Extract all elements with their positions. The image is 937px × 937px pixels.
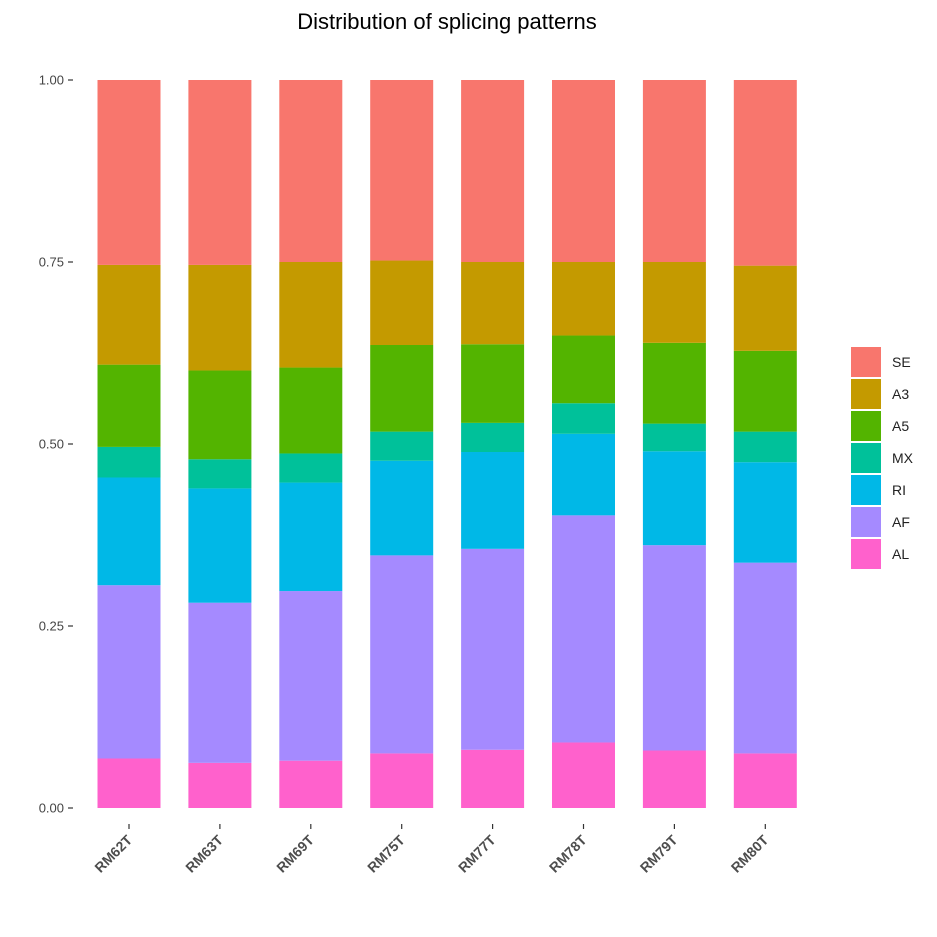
bar-segment-rm77t-mx: [461, 422, 525, 453]
bar-segment-rm79t-a3: [642, 262, 706, 343]
legend-label-ri: RI: [892, 482, 906, 498]
bar-segment-rm75t-mx: [370, 431, 434, 461]
x-axis: RM62T RM63T RM69T RM75T RM77T RM78T RM79T RM80T: [91, 824, 772, 876]
bar-segment-rm77t-a3: [461, 262, 525, 345]
bar-segment-rm78t-af: [552, 515, 615, 743]
bar-segment-rm75t-a3: [370, 260, 434, 345]
bar-segment-rm77t-a5: [461, 344, 525, 423]
bar-segment-rm79t-af: [642, 545, 706, 751]
bar-segment-rm62t-af: [97, 585, 161, 759]
bar-segment-rm78t-ri: [552, 433, 615, 516]
bar-segment-rm63t-a3: [188, 264, 252, 371]
bar-segment-rm63t-ri: [188, 488, 252, 603]
legend-key-ri: [851, 475, 881, 505]
bar-segment-rm80t-ri: [733, 462, 797, 563]
x-tick-label-rm63t: RM63T: [182, 831, 226, 875]
bar-segment-rm69t-ri: [279, 482, 343, 592]
legend: SE A3 A5 MX RI AF AL: [851, 347, 914, 569]
bar-segment-rm62t-ri: [97, 477, 161, 586]
bar-segment-rm75t-af: [370, 555, 434, 754]
bar-segment-rm79t-a5: [642, 342, 706, 424]
bar-segment-rm75t-al: [370, 753, 434, 808]
bar-segment-rm77t-se: [461, 80, 525, 262]
bar-segment-rm78t-a3: [552, 262, 615, 336]
legend-label-al: AL: [892, 546, 909, 562]
bar-segment-rm77t-al: [461, 749, 525, 808]
y-tick-label: 0.00: [39, 801, 64, 816]
bar-segment-rm78t-mx: [552, 403, 615, 434]
legend-label-af: AF: [892, 514, 910, 530]
x-tick-label-rm69t: RM69T: [273, 831, 317, 875]
bar-segment-rm62t-a3: [97, 264, 161, 365]
bar-segment-rm62t-a5: [97, 364, 161, 447]
x-tick-label-rm78t: RM78T: [546, 831, 590, 875]
legend-label-a5: A5: [892, 418, 909, 434]
bar-segment-rm79t-se: [642, 80, 706, 262]
bar-segment-rm63t-a5: [188, 370, 252, 460]
legend-label-a3: A3: [892, 386, 909, 402]
bar-segment-rm69t-a3: [279, 262, 343, 368]
bar-segment-rm75t-a5: [370, 344, 434, 432]
bar-segment-rm80t-a5: [733, 350, 797, 432]
x-tick-label-rm75t: RM75T: [364, 831, 408, 875]
y-tick-label: 1.00: [39, 73, 64, 88]
chart-title: Distribution of splicing patterns: [297, 9, 597, 34]
legend-label-se: SE: [892, 354, 911, 370]
bar-segment-rm62t-al: [97, 758, 161, 808]
bar-segment-rm62t-mx: [97, 446, 161, 478]
bar-segment-rm63t-al: [188, 762, 252, 808]
bar-segment-rm69t-a5: [279, 367, 343, 454]
legend-key-al: [851, 539, 881, 569]
bar-segment-rm75t-ri: [370, 460, 434, 556]
bar-segment-rm80t-a3: [733, 265, 797, 351]
bar-segment-rm79t-mx: [642, 423, 706, 452]
y-tick-label: 0.25: [39, 619, 64, 634]
bar-segment-rm63t-af: [188, 602, 252, 763]
x-tick-label-rm77t: RM77T: [455, 831, 499, 875]
bar-segment-rm62t-se: [97, 80, 161, 265]
y-tick-label: 0.50: [39, 437, 64, 452]
bar-segment-rm69t-se: [279, 80, 343, 262]
bar-segment-rm78t-a5: [552, 335, 615, 404]
bar-segment-rm77t-af: [461, 548, 525, 750]
x-tick-label-rm80t: RM80T: [728, 831, 772, 875]
bar-segment-rm63t-mx: [188, 459, 252, 489]
legend-key-a5: [851, 411, 881, 441]
bar-segment-rm69t-mx: [279, 453, 343, 483]
bar-segment-rm69t-af: [279, 591, 343, 761]
bars-layer: [97, 80, 797, 808]
bar-segment-rm80t-se: [733, 80, 797, 266]
bar-segment-rm79t-ri: [642, 451, 706, 546]
bar-segment-rm78t-se: [552, 80, 615, 262]
bar-segment-rm69t-al: [279, 760, 343, 808]
bar-segment-rm80t-af: [733, 562, 797, 754]
bar-segment-rm78t-al: [552, 742, 615, 808]
legend-key-af: [851, 507, 881, 537]
bar-segment-rm80t-al: [733, 753, 797, 808]
x-tick-label-rm79t: RM79T: [637, 831, 681, 875]
legend-label-mx: MX: [892, 450, 914, 466]
bar-segment-rm80t-mx: [733, 431, 797, 463]
y-tick-label: 0.75: [39, 255, 64, 270]
bar-segment-rm75t-se: [370, 80, 434, 261]
bar-segment-rm63t-se: [188, 80, 252, 265]
bar-segment-rm79t-al: [642, 750, 706, 808]
bar-segment-rm77t-ri: [461, 452, 525, 549]
y-axis: 0.00 0.25 0.50 0.75 1.00: [39, 73, 73, 816]
x-tick-label-rm62t: RM62T: [91, 831, 135, 875]
legend-key-se: [851, 347, 881, 377]
legend-key-a3: [851, 379, 881, 409]
legend-key-mx: [851, 443, 881, 473]
